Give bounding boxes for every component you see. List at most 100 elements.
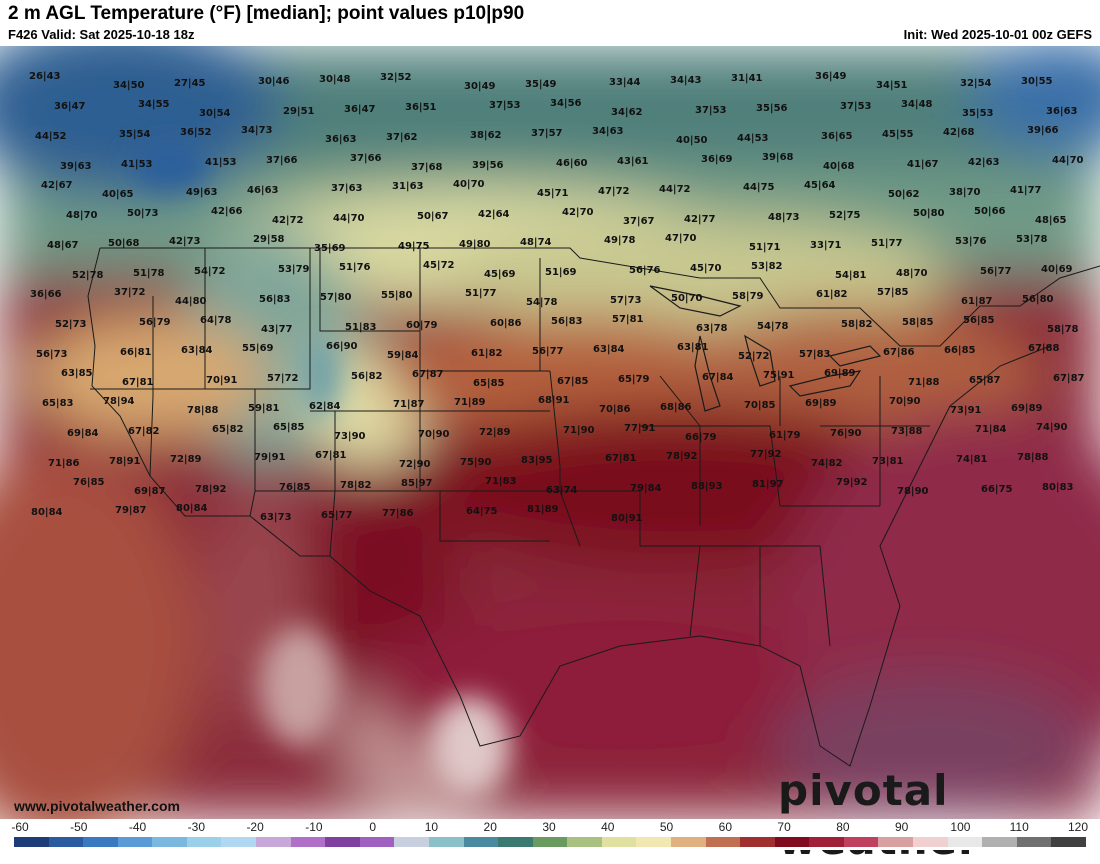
colorbar-swatch — [1051, 837, 1086, 847]
point-value: 78|92 — [666, 451, 698, 462]
point-value: 40|69 — [1041, 264, 1073, 275]
map-canvas: 26|43 34|50 27|45 30|46 30|48 32|52 30|49 35|49… — [0, 46, 1100, 819]
init-time: Init: Wed 2025-10-01 00z GEFS — [903, 27, 1092, 42]
point-value: 56|80 — [1022, 294, 1054, 305]
point-value: 46|60 — [556, 158, 588, 169]
colorbar-strip — [14, 837, 1086, 847]
point-value: 56|83 — [259, 294, 291, 305]
point-value: 73|91 — [950, 405, 982, 416]
temperature-field — [0, 46, 1100, 819]
point-value: 73|90 — [334, 431, 366, 442]
point-value: 40|68 — [823, 161, 855, 172]
point-value: 77|86 — [382, 508, 414, 519]
point-value: 78|90 — [897, 486, 929, 497]
point-value: 47|72 — [598, 186, 630, 197]
point-value: 71|90 — [563, 425, 595, 436]
point-value: 30|48 — [319, 74, 351, 85]
point-value: 55|69 — [242, 343, 274, 354]
point-value: 79|91 — [254, 452, 286, 463]
point-value: 48|70 — [896, 268, 928, 279]
colorbar-swatch — [843, 837, 879, 847]
colorbar-swatch — [14, 837, 49, 847]
point-value: 74|90 — [1036, 422, 1068, 433]
point-value: 74|81 — [956, 454, 988, 465]
point-value: 49|63 — [186, 187, 218, 198]
point-value: 78|88 — [187, 405, 219, 416]
point-value: 44|80 — [175, 296, 207, 307]
point-value: 64|75 — [466, 506, 498, 517]
point-value: 63|84 — [593, 344, 625, 355]
colorbar-tick-label: 10 — [424, 820, 439, 834]
point-value: 32|52 — [380, 72, 412, 83]
colorbar-swatch — [186, 837, 222, 847]
point-value: 65|85 — [473, 378, 505, 389]
point-value: 76|85 — [279, 482, 311, 493]
colorbar: -60 -50 -40 -30 -20 -10 0 10 20 30 40 50 60 70 80 90 100… — [0, 819, 1100, 850]
point-value: 73|81 — [872, 456, 904, 467]
point-value: 38|70 — [949, 187, 981, 198]
point-value: 42|68 — [943, 127, 975, 138]
point-value: 80|84 — [31, 507, 63, 518]
point-value: 41|67 — [907, 159, 939, 170]
point-value: 51|76 — [339, 262, 371, 273]
point-value: 42|66 — [211, 206, 243, 217]
point-value: 61|82 — [816, 289, 848, 300]
point-value: 29|58 — [253, 234, 285, 245]
point-value: 78|82 — [340, 480, 372, 491]
point-value: 48|65 — [1035, 215, 1067, 226]
website-label: www.pivotalweather.com — [14, 798, 180, 814]
point-value: 36|47 — [344, 104, 376, 115]
point-value: 63|85 — [61, 368, 93, 379]
point-value: 51|69 — [545, 267, 577, 278]
point-value: 71|83 — [485, 476, 517, 487]
point-value: 85|97 — [401, 478, 433, 489]
colorbar-swatch — [947, 837, 983, 847]
point-value: 79|87 — [115, 505, 147, 516]
point-value: 77|92 — [750, 449, 782, 460]
point-value: 37|62 — [386, 132, 418, 143]
colorbar-tick-label: 0 — [369, 820, 376, 834]
point-value: 50|70 — [671, 293, 703, 304]
map-title: 2 m AGL Temperature (°F) [median]; point… — [8, 3, 525, 24]
point-value: 83|95 — [521, 455, 553, 466]
point-value: 34|63 — [592, 126, 624, 137]
point-value: 35|56 — [756, 103, 788, 114]
point-value: 54|72 — [194, 266, 226, 277]
point-value: 67|86 — [883, 347, 915, 358]
point-value: 45|69 — [484, 269, 516, 280]
point-value: 50|80 — [913, 208, 945, 219]
point-value: 31|41 — [731, 73, 763, 84]
point-value: 39|63 — [60, 161, 92, 172]
point-value: 42|72 — [272, 215, 304, 226]
point-value: 59|84 — [387, 350, 419, 361]
point-value: 30|46 — [258, 76, 290, 87]
colorbar-tick-label: 70 — [777, 820, 791, 834]
point-value: 53|79 — [278, 264, 310, 275]
point-value: 33|44 — [609, 77, 641, 88]
temperature-map[interactable]: 26|43 34|50 27|45 30|46 30|48 32|52 30|49 35|49… — [0, 46, 1100, 819]
point-value: 73|88 — [891, 426, 923, 437]
point-value: 48|73 — [768, 212, 800, 223]
colorbar-tick-label: 110 — [1009, 820, 1029, 834]
point-value: 49|80 — [459, 239, 491, 250]
point-value: 58|78 — [1047, 324, 1079, 335]
point-value: 46|63 — [247, 185, 279, 196]
point-value: 36|63 — [325, 134, 357, 145]
point-value: 45|70 — [690, 263, 722, 274]
point-value: 44|70 — [333, 213, 365, 224]
colorbar-tick-label: -50 — [70, 820, 88, 834]
point-value: 34|51 — [876, 80, 908, 91]
point-value: 56|76 — [629, 265, 661, 276]
state-borders — [87, 247, 1100, 767]
point-value: 64|78 — [200, 315, 232, 326]
point-value: 71|84 — [975, 424, 1007, 435]
point-value: 57|85 — [877, 287, 909, 298]
colorbar-swatch — [636, 837, 671, 847]
point-value: 37|53 — [840, 101, 872, 112]
point-value: 34|48 — [901, 99, 933, 110]
point-value: 70|90 — [418, 429, 450, 440]
warm-spots — [130, 141, 510, 796]
colorbar-tick-label: 40 — [601, 820, 615, 834]
point-value: 71|88 — [908, 377, 940, 388]
point-value: 60|86 — [490, 318, 522, 329]
